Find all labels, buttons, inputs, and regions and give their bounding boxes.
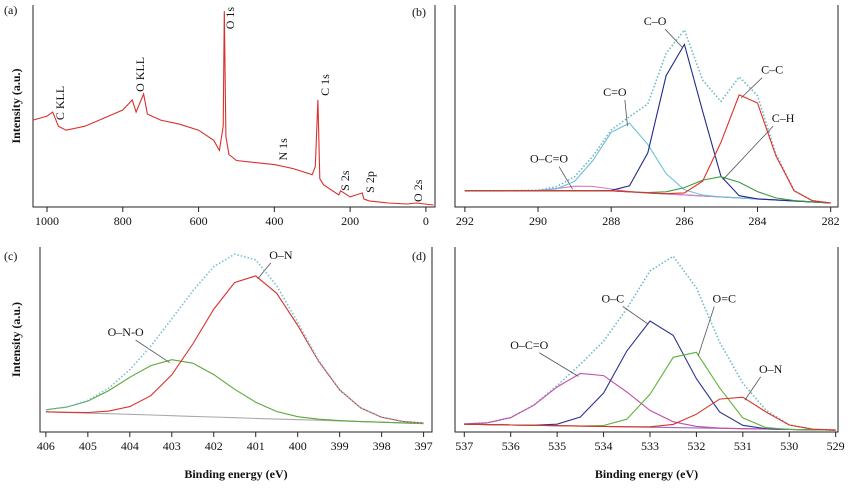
peak-label: S 2p: [363, 171, 377, 193]
x-tick-label: 290: [529, 214, 547, 228]
series-line: [45, 275, 424, 424]
x-axis-label: Binding energy (eV): [595, 467, 698, 481]
axis-frame: [454, 247, 839, 433]
peak-label: S 2s: [338, 170, 352, 191]
x-tick-label: 406: [37, 439, 55, 453]
x-tick-label: 1000: [35, 214, 59, 228]
x-tick-label: 533: [641, 439, 659, 453]
series-line: [45, 359, 424, 425]
series-line: [45, 253, 424, 424]
x-tick-label: 800: [114, 214, 132, 228]
series-label: O–C: [602, 292, 625, 306]
series-label: O–N-O: [108, 325, 144, 339]
panel-label: (d): [412, 249, 426, 263]
series-label: O–C=O: [510, 338, 548, 352]
x-tick-label: 292: [456, 214, 474, 228]
axis-frame: [454, 5, 839, 208]
series-label: C=O: [603, 85, 627, 99]
series-line: [464, 396, 836, 431]
peak-label: C 1s: [318, 74, 332, 96]
x-tick-label: 401: [247, 439, 265, 453]
leader-line: [622, 306, 649, 325]
x-tick-label: 399: [331, 439, 349, 453]
x-tick-label: 535: [548, 439, 566, 453]
x-tick-label: 284: [749, 214, 767, 228]
series-line: [464, 176, 831, 204]
x-tick-label: 403: [163, 439, 181, 453]
leader-line: [744, 376, 762, 401]
x-tick-label: 405: [79, 439, 97, 453]
x-tick-label: 402: [205, 439, 223, 453]
leader-line: [722, 125, 774, 180]
x-tick-label: 398: [373, 439, 391, 453]
leader-line: [558, 166, 573, 190]
leader-line: [624, 99, 628, 127]
series-line: [464, 28, 831, 204]
peak-label: O 2s: [411, 179, 425, 202]
x-tick-label: 600: [190, 214, 208, 228]
leader-line: [698, 306, 715, 356]
peak-label: O KLL: [133, 57, 147, 92]
axis-frame: [39, 247, 433, 433]
leader-line: [664, 28, 683, 48]
x-tick-label: 529: [827, 439, 845, 453]
panel-label: (a): [4, 3, 17, 17]
series-line: [464, 185, 831, 204]
peak-label: O 1s: [223, 7, 237, 30]
x-tick-label: 404: [121, 439, 139, 453]
peak-label: C KLL: [53, 86, 67, 120]
x-tick-label: 536: [502, 439, 520, 453]
axis-frame: [32, 5, 436, 208]
series-line: [464, 255, 836, 431]
series-label: O–N: [269, 248, 293, 262]
x-tick-label: 200: [341, 214, 359, 228]
series-line: [464, 372, 836, 431]
x-tick-label: 286: [675, 214, 693, 228]
x-tick-label: 0: [423, 214, 429, 228]
x-tick-label: 282: [822, 214, 840, 228]
series-line: [32, 11, 434, 206]
peak-label: N 1s: [276, 138, 290, 161]
series-line: [464, 94, 831, 204]
series-label: O=C: [713, 292, 736, 306]
x-tick-label: 531: [734, 439, 752, 453]
series-label: C–C: [761, 63, 783, 77]
series-label: C–H: [772, 111, 795, 125]
panel-label: (b): [412, 5, 426, 19]
x-axis-label: Binding energy (eV): [184, 467, 287, 481]
x-tick-label: 400: [265, 214, 283, 228]
y-axis-label: Intensity (a.u.): [9, 302, 23, 377]
x-tick-label: 400: [289, 439, 307, 453]
leader-line: [539, 352, 579, 377]
x-tick-label: 288: [602, 214, 620, 228]
x-tick-label: 397: [415, 439, 433, 453]
leader-line: [740, 77, 763, 99]
x-tick-label: 532: [687, 439, 705, 453]
leader-line: [135, 339, 171, 364]
x-tick-label: 537: [455, 439, 473, 453]
leader-line: [257, 262, 272, 280]
panel-label: (c): [4, 249, 17, 263]
x-tick-label: 534: [595, 439, 613, 453]
x-tick-label: 530: [780, 439, 798, 453]
series-label: C–O: [644, 14, 667, 28]
y-axis-label: Intensity (a.u.): [9, 68, 23, 143]
series-label: O–C=O: [530, 152, 568, 166]
series-label: O–N: [759, 362, 783, 376]
